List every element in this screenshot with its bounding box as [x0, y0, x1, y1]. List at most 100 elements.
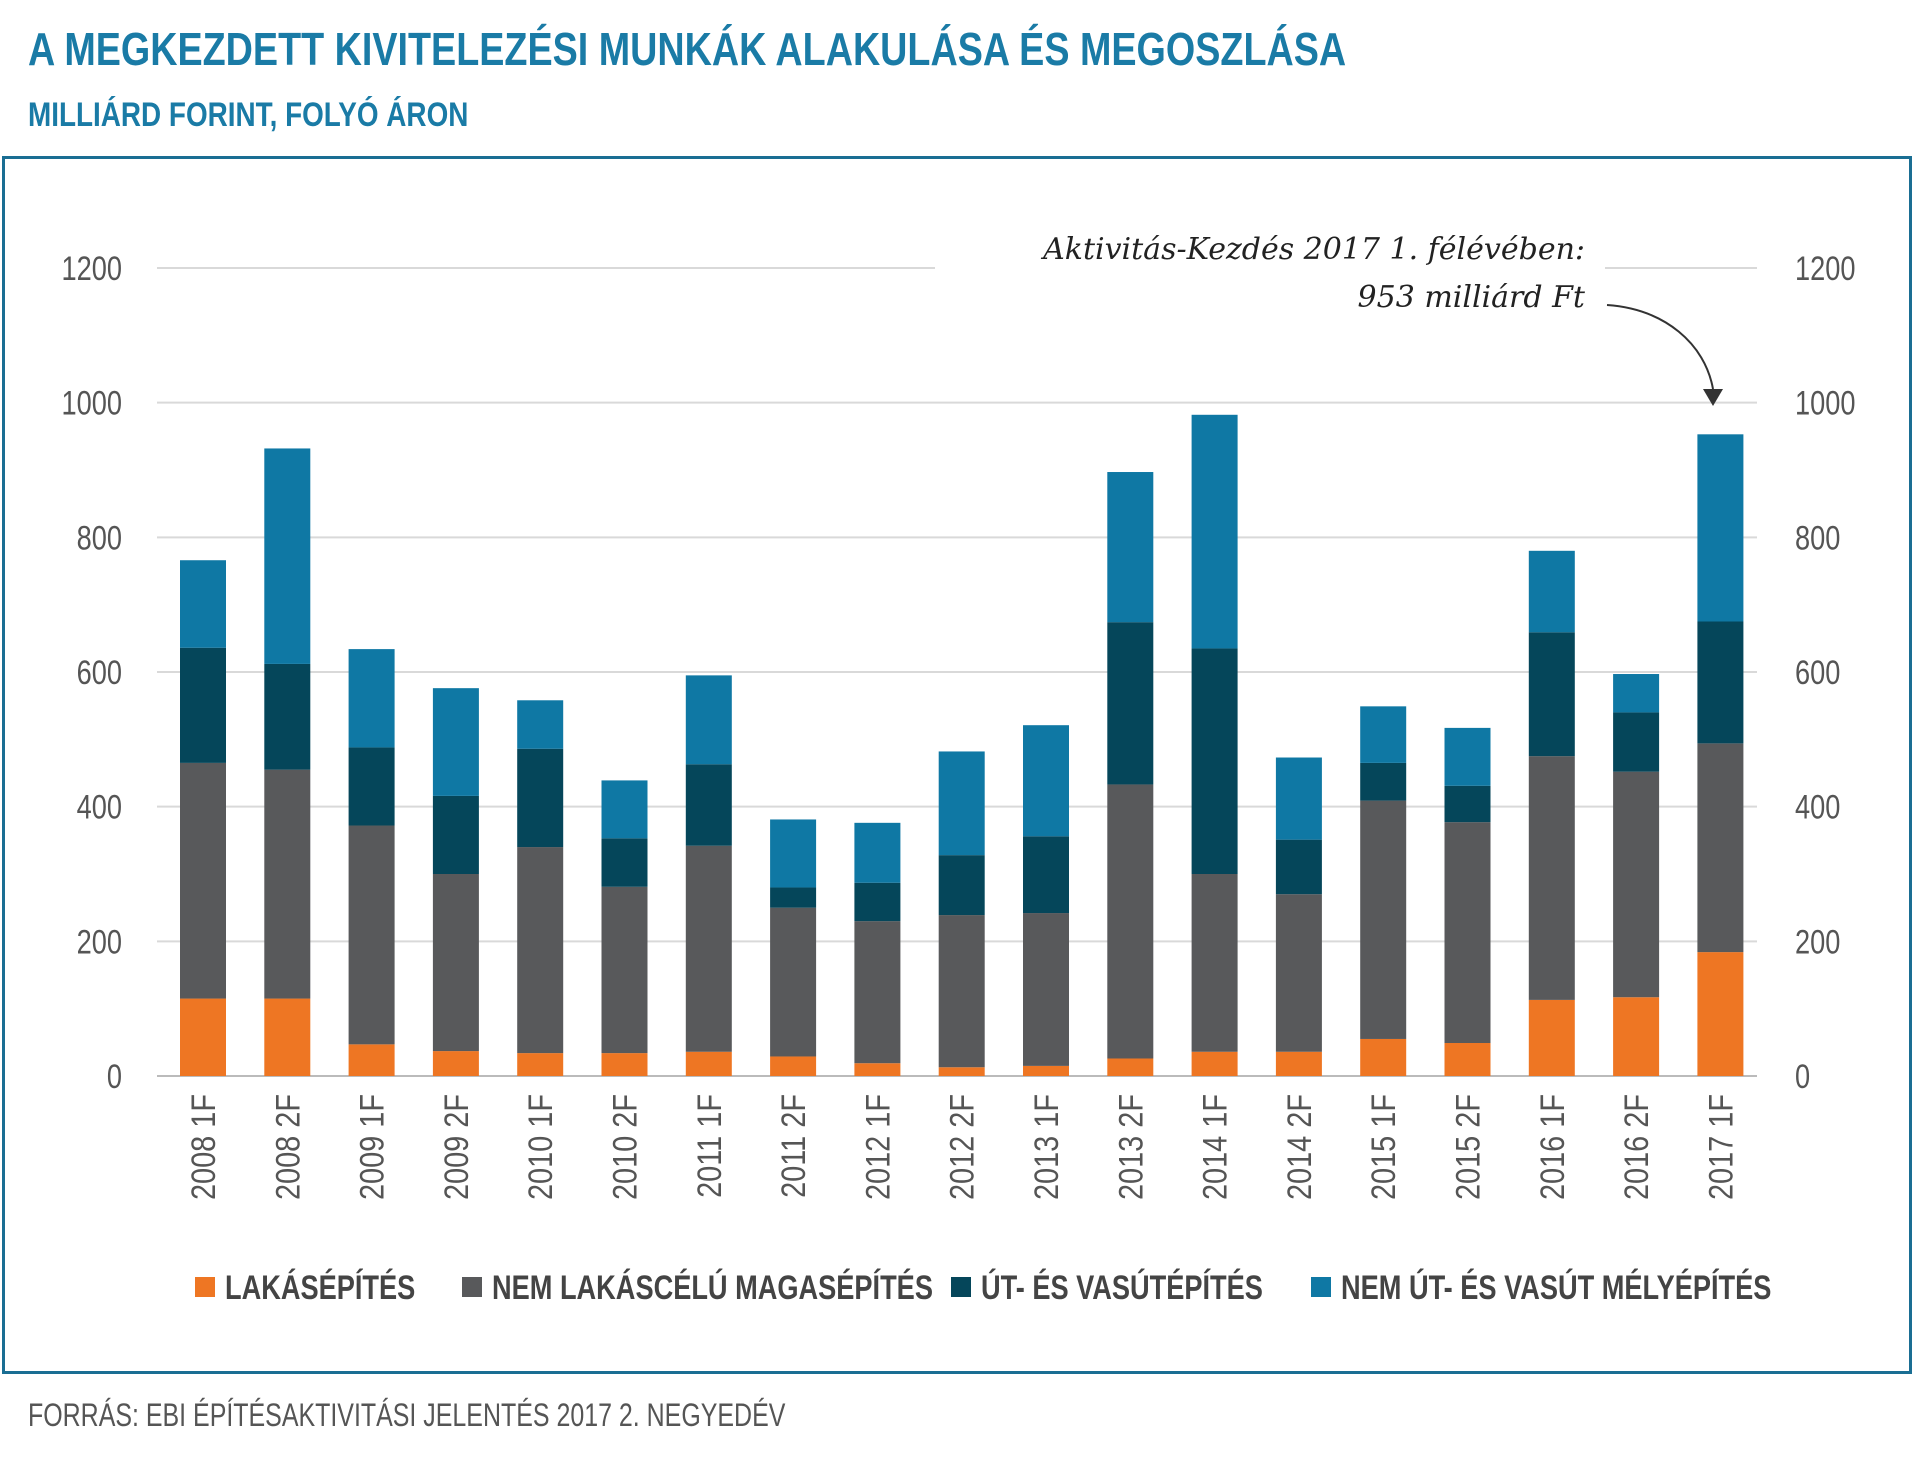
bar-segment — [432, 795, 479, 874]
y-tick-label-right: 1000 — [1795, 384, 1855, 423]
y-tick-label-left: 1200 — [62, 249, 122, 288]
legend-label: NEM LAKÁSCÉLÚ MAGASÉPÍTÉS — [492, 1267, 933, 1307]
bar-segment — [264, 663, 311, 770]
bar-segment — [1444, 727, 1491, 786]
y-tick-label-left: 600 — [77, 653, 122, 692]
bar-segment — [685, 845, 732, 1052]
y-tick-label-right: 400 — [1795, 788, 1840, 827]
bar-segment — [1191, 1051, 1238, 1076]
bar-segment — [1528, 999, 1575, 1076]
y-tick-label-left: 200 — [77, 922, 122, 961]
bar-segment — [264, 769, 311, 999]
x-tick-label: 2013 1F — [1027, 1094, 1066, 1200]
x-tick-label: 2016 1F — [1533, 1094, 1572, 1200]
annotation-line2: 953 milliárd Ft — [1358, 280, 1586, 315]
bar-segment — [264, 998, 311, 1076]
x-tick-label: 2012 2F — [942, 1094, 981, 1200]
bar-segment — [1528, 756, 1575, 1000]
bar-segment — [432, 688, 479, 796]
bar-segment — [854, 882, 901, 922]
bar-segment — [1697, 743, 1744, 953]
bar-segment — [1191, 874, 1238, 1052]
legend-swatch — [462, 1277, 482, 1297]
bar-segment — [517, 847, 564, 1054]
bar-segment — [1360, 762, 1407, 801]
x-tick-label: 2011 2F — [774, 1094, 813, 1198]
annotation-arrowhead — [1703, 389, 1723, 406]
x-tick-label: 2010 1F — [521, 1094, 560, 1200]
bar-segment — [1023, 1065, 1069, 1076]
bar-segment — [1360, 1038, 1407, 1076]
bar-segment — [1275, 1051, 1322, 1076]
bar-segment — [770, 887, 817, 908]
source-note: FORRÁS: EBI ÉPÍTÉSAKTIVITÁSI JELENTÉS 20… — [28, 1397, 786, 1433]
bar-segment — [1191, 414, 1238, 649]
x-tick-label: 2009 1F — [352, 1094, 391, 1200]
bar-segment — [601, 886, 648, 1054]
bar-segment — [517, 748, 564, 848]
x-tick-label: 2015 2F — [1448, 1094, 1487, 1200]
bar-segment — [1697, 621, 1744, 744]
bar-segment — [685, 1051, 732, 1076]
bar-segment — [180, 647, 226, 763]
bar-segment — [938, 855, 985, 916]
bar-segment — [180, 560, 226, 648]
bar-segment — [1360, 706, 1407, 763]
bar-segment — [938, 1067, 985, 1076]
bar-segment — [770, 907, 817, 1057]
chart-subtitle: MILLIÁRD FORINT, FOLYÓ ÁRON — [28, 96, 469, 134]
legend-label: LAKÁSÉPÍTÉS — [225, 1268, 415, 1307]
bar-segment — [1107, 472, 1154, 623]
y-axis-right: 0 200 400 600 800 1000 1200 — [1795, 249, 1855, 1096]
legend-swatch — [195, 1277, 215, 1297]
annotation: Aktivitás-Kezdés 2017 1. félévében: 953 … — [1040, 232, 1723, 406]
bar-segment — [1107, 622, 1154, 785]
x-tick-label: 2012 1F — [858, 1094, 897, 1200]
bar-segment — [854, 822, 901, 883]
bar-segment — [685, 764, 732, 846]
bars — [180, 414, 1744, 1076]
y-axis-left: 0 200 400 600 800 1000 1200 — [62, 249, 122, 1096]
bar-segment — [1275, 757, 1322, 840]
x-tick-label: 2016 2F — [1617, 1094, 1656, 1200]
bar-segment — [1444, 1043, 1491, 1076]
bar-segment — [264, 448, 311, 664]
bar-segment — [601, 780, 648, 839]
bar-segment — [180, 998, 226, 1076]
bar-segment — [854, 1063, 901, 1076]
bar-segment — [1528, 632, 1575, 757]
chart-title: A MEGKEZDETT KIVITELEZÉSI MUNKÁK ALAKULÁ… — [28, 23, 1347, 75]
bar-segment — [1613, 997, 1660, 1076]
y-tick-label-right: 800 — [1795, 518, 1840, 557]
bar-segment — [1191, 648, 1238, 874]
annotation-arrow — [1606, 304, 1714, 390]
bar-segment — [348, 649, 395, 748]
legend-label: NEM ÚT- ÉS VASÚT MÉLYÉPÍTÉS — [1341, 1267, 1771, 1307]
x-tick-label: 2008 2F — [268, 1094, 307, 1200]
bar-segment — [1023, 725, 1069, 837]
x-tick-label: 2014 1F — [1195, 1094, 1234, 1200]
bar-segment — [180, 762, 226, 999]
bar-segment — [348, 1044, 395, 1076]
bar-segment — [770, 1056, 817, 1076]
y-tick-label-left: 0 — [107, 1057, 122, 1096]
bar-segment — [1360, 800, 1407, 1039]
bar-segment — [1528, 550, 1575, 633]
bar-segment — [1697, 434, 1744, 622]
bar-segment — [601, 1053, 648, 1076]
x-axis-labels: 2008 1F 2008 2F 2009 1F 2009 2F 2010 1F 2010 … — [184, 1094, 1740, 1200]
bar-segment — [1697, 952, 1744, 1076]
y-tick-label-right: 600 — [1795, 653, 1840, 692]
bar-segment — [432, 874, 479, 1052]
bar-segment — [348, 825, 395, 1045]
y-tick-label-left: 800 — [77, 518, 122, 557]
y-tick-label-right: 0 — [1795, 1057, 1810, 1096]
x-tick-label: 2010 2F — [605, 1094, 644, 1200]
legend: LAKÁSÉPÍTÉS NEM LAKÁSCÉLÚ MAGASÉPÍTÉS ÚT- … — [195, 1267, 1771, 1307]
legend-label: ÚT- ÉS VASÚTÉPÍTÉS — [981, 1267, 1263, 1307]
annotation-line1: Aktivitás-Kezdés 2017 1. félévében: — [1040, 232, 1585, 267]
x-tick-label: 2017 1F — [1701, 1094, 1740, 1200]
bar-segment — [432, 1051, 479, 1076]
bar-segment — [770, 819, 817, 888]
chart-frame: 0 200 400 600 800 1000 1200 0 200 400 600 800 1000 1… — [2, 156, 1912, 1374]
